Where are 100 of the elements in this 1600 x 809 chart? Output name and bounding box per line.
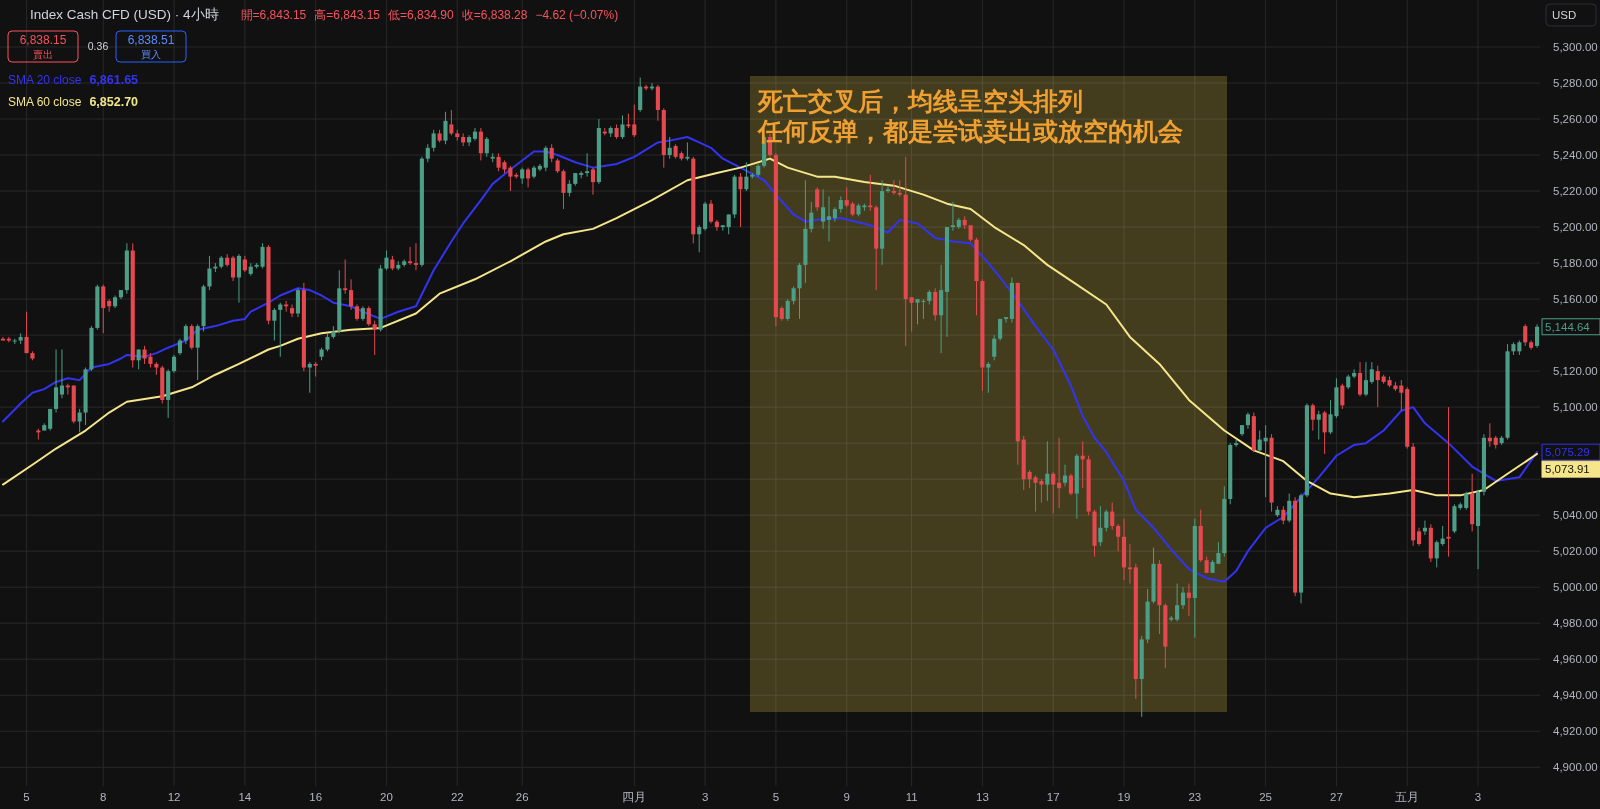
candlestick — [543, 145, 548, 172]
candlestick — [868, 174, 873, 212]
x-tick-label: 12 — [167, 791, 181, 803]
x-tick-label: 27 — [1330, 791, 1343, 803]
candlestick — [425, 143, 430, 163]
x-tick-label: 5 — [23, 791, 30, 803]
y-tick-label: 4,920.00 — [1553, 725, 1598, 738]
candlestick — [6, 336, 11, 343]
annotation: 高=6,843.15 — [314, 8, 381, 22]
candlestick — [526, 167, 531, 188]
candlestick — [844, 186, 849, 208]
candlestick — [561, 168, 566, 210]
candlestick — [590, 167, 596, 196]
text: 5,073.91 — [1545, 463, 1590, 476]
candlestick — [467, 134, 472, 147]
candlestick — [655, 84, 660, 122]
x-tick-label: 23 — [1188, 791, 1202, 803]
candlestick — [1523, 323, 1528, 347]
candlestick — [909, 296, 914, 333]
annotation: 開=6,843.15 — [240, 8, 307, 22]
candlestick — [1446, 406, 1451, 558]
annotation: 買入 — [141, 49, 161, 60]
x-tick-label: 13 — [976, 791, 989, 803]
annotation: 6,861.65 — [89, 73, 139, 87]
annotation: 收=6,838.28 — [461, 8, 528, 22]
candlestick — [826, 195, 832, 242]
candlestick — [1287, 493, 1292, 523]
candlestick — [313, 361, 318, 378]
candlestick — [1281, 505, 1286, 525]
candlestick — [797, 262, 802, 320]
y-tick-label: 5,100.00 — [1553, 401, 1598, 414]
candlestick — [950, 201, 955, 232]
candlestick — [1369, 361, 1374, 385]
x-tick-label: 25 — [1259, 791, 1273, 803]
x-tick-label: 8 — [100, 791, 107, 803]
y-tick-label: 5,160.00 — [1553, 293, 1598, 306]
candlestick — [236, 253, 242, 304]
candlestick — [933, 287, 938, 322]
x-tick-label: 17 — [1046, 791, 1060, 803]
candlestick — [1057, 437, 1062, 509]
x-tick-label: 20 — [380, 791, 393, 803]
candlestick — [992, 334, 997, 361]
candlestick — [24, 311, 29, 354]
candlestick — [77, 408, 82, 433]
candlestick — [449, 109, 454, 136]
candlestick — [1234, 439, 1239, 448]
x-tick-label: 11 — [905, 791, 918, 803]
candlestick — [1186, 583, 1191, 617]
candlestick — [1116, 523, 1121, 552]
candlestick — [1416, 527, 1422, 547]
candlestick — [714, 219, 719, 232]
candlestick — [366, 305, 371, 327]
candlestick — [809, 201, 814, 233]
text: 5,144.64 — [1545, 320, 1591, 333]
candlestick — [986, 361, 991, 394]
y-tick-label: 5,220.00 — [1553, 185, 1598, 198]
y-tick-label: 4,960.00 — [1553, 653, 1598, 666]
candlestick — [1310, 403, 1315, 432]
candlestick — [278, 302, 283, 358]
annotation: 6,852.70 — [89, 95, 139, 109]
candlestick — [172, 354, 177, 374]
candlestick — [272, 307, 277, 342]
x-tick-label: 四月 — [622, 791, 647, 803]
text: 5,075.29 — [1545, 446, 1590, 459]
candlestick — [667, 136, 672, 160]
candlestick — [685, 141, 690, 161]
candlestick — [231, 255, 236, 282]
candlestick — [1363, 361, 1368, 397]
y-tick-label: 5,020.00 — [1553, 545, 1598, 558]
candlestick — [638, 77, 643, 113]
candlestick — [708, 199, 714, 224]
candlestick — [744, 161, 749, 192]
candlestick — [53, 349, 59, 414]
x-tick-label: 22 — [450, 791, 464, 803]
candlestick — [0, 336, 6, 342]
candlestick — [1316, 410, 1321, 441]
candlestick — [1180, 586, 1186, 610]
text: SMA 60 close — [8, 95, 82, 109]
y-tick-label: 5,280.00 — [1553, 77, 1598, 90]
annotation: 0.36 — [87, 40, 109, 52]
candlestick — [484, 136, 489, 158]
candlestick — [549, 143, 554, 163]
candlestick — [260, 242, 265, 269]
candlestick — [443, 111, 448, 145]
candlestick — [1110, 502, 1115, 531]
annotation: 6,838.51 — [127, 33, 175, 47]
y-tick-label: 5,200.00 — [1553, 221, 1598, 234]
annotation: 賣出 — [33, 49, 53, 60]
candlestick — [472, 127, 478, 142]
y-tick-label: 5,240.00 — [1553, 149, 1598, 162]
candlestick — [1357, 361, 1363, 397]
candlestick — [1098, 505, 1103, 547]
candlestick — [791, 285, 796, 305]
x-tick-label: 26 — [515, 791, 529, 803]
annotation: −4.62 (−0.07%) — [535, 8, 619, 22]
candlestick — [1062, 464, 1068, 487]
candlestick — [885, 185, 891, 194]
candlestick — [325, 332, 330, 352]
candlestick — [384, 249, 389, 271]
annotation: 任何反弹，都是尝试卖出或放空的机会 — [757, 117, 1183, 145]
